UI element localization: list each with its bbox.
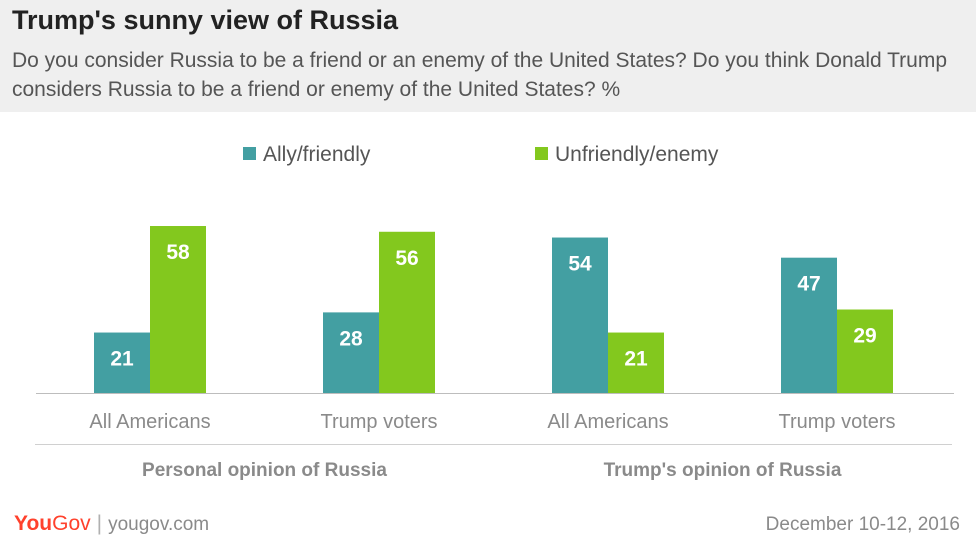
bar-s1-c2: [608, 332, 664, 393]
bar-s1-c1: [379, 231, 435, 393]
group-label: Personal opinion of Russia: [142, 460, 387, 481]
legend-swatch-1: [535, 147, 548, 160]
survey-date: December 10-12, 2016: [765, 514, 960, 535]
bar-value-label: 47: [797, 273, 820, 296]
x-tick-label: Trump voters: [320, 411, 437, 433]
logo-gov-text: Gov: [52, 512, 91, 535]
bar-value-label: 21: [110, 348, 134, 371]
bar-value-label: 21: [624, 348, 648, 371]
group-label: Trump's opinion of Russia: [604, 460, 842, 481]
bar-value-label: 54: [568, 253, 592, 276]
bar-s0-c3: [781, 257, 837, 393]
bar-s0-c1: [323, 312, 379, 393]
bar-value-label: 58: [166, 241, 190, 264]
bar-s1-c0: [150, 226, 206, 393]
bar-value-label: 56: [395, 247, 418, 270]
yougov-logo: YouGov | yougov.com: [14, 512, 209, 536]
legend-swatch-0: [243, 147, 256, 160]
legend-label-0: Ally/friendly: [263, 143, 371, 166]
bar-s0-c0: [94, 332, 150, 393]
chart-title: Trump's sunny view of Russia: [12, 5, 399, 35]
source-url: yougov.com: [108, 514, 210, 535]
bar-value-label: 29: [853, 325, 876, 348]
bar-s0-c2: [552, 237, 608, 393]
bar-s1-c3: [837, 309, 893, 393]
logo-you-text: You: [14, 512, 53, 535]
legend-label-1: Unfriendly/enemy: [555, 143, 719, 166]
header: Trump's sunny view of Russia Do you cons…: [0, 0, 976, 112]
x-tick-label: Trump voters: [778, 411, 895, 433]
bar-value-label: 28: [339, 327, 363, 350]
chart-subtitle: Do you consider Russia to be a friend or…: [12, 49, 948, 101]
x-tick-label: All Americans: [89, 411, 210, 433]
logo-separator: |: [96, 512, 103, 535]
x-tick-label: All Americans: [547, 411, 668, 433]
